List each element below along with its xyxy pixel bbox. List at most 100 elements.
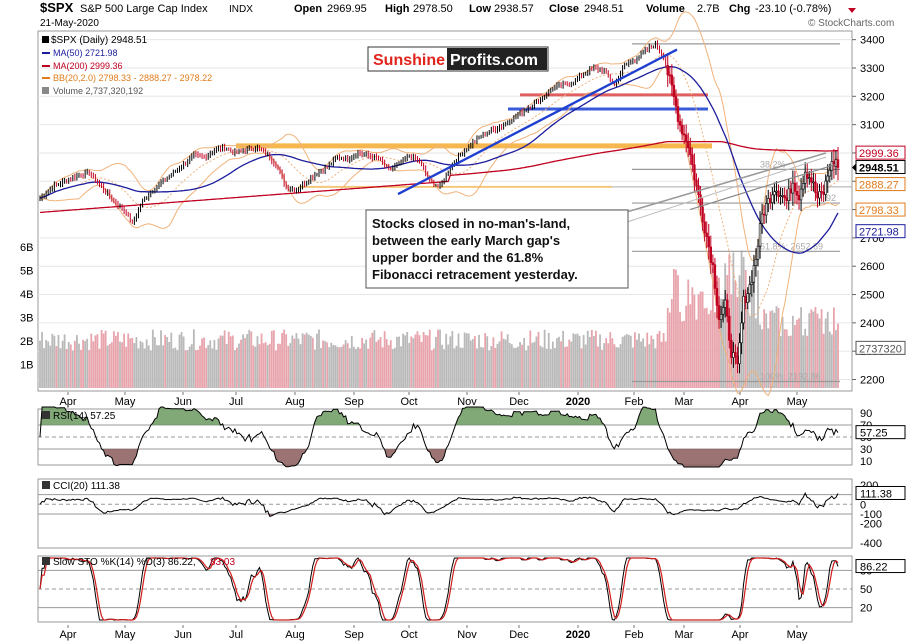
price-candle [715, 288, 719, 306]
volume-bar [180, 332, 183, 388]
last-value-labels: 2999.36 2948.51 2888.27 2798.33 2721.98 27373… [852, 145, 906, 355]
price-candle [758, 223, 762, 247]
volume-bar [367, 348, 370, 388]
volume-bar [322, 340, 324, 388]
volume-bar [426, 335, 429, 388]
volume-bar [703, 308, 706, 388]
volume-bar [233, 350, 236, 388]
volume-bar [398, 336, 400, 388]
volume-bar [67, 341, 70, 388]
watermark-part1: Sunshine [373, 52, 445, 69]
volume-bar [521, 344, 523, 388]
volume-bar [90, 333, 93, 388]
price-candle [689, 147, 692, 156]
indicator-value: 57.25 [860, 428, 888, 440]
value-label-box [855, 340, 906, 355]
volume-bar [197, 349, 199, 388]
volume-bar [662, 332, 665, 388]
price-candle [676, 106, 680, 122]
volume-bar [158, 345, 160, 388]
volume-bar [666, 307, 669, 388]
volume-bar [734, 281, 737, 388]
volume-bar [802, 335, 805, 388]
volume-bar [190, 344, 193, 388]
volume-bar [256, 336, 259, 388]
volume-bar [41, 332, 43, 388]
price-candle [767, 198, 770, 204]
volume-bar [578, 335, 581, 388]
volume-bar [182, 336, 185, 388]
price-candle [789, 188, 793, 194]
volume-bar [217, 338, 220, 388]
legend-item: MA(200) 2999.36 [53, 61, 123, 71]
cci-indicator [38, 492, 852, 518]
volume-bar [691, 287, 694, 388]
price-tick-label: 3100 [860, 120, 884, 132]
price-candle [818, 191, 821, 199]
volume-bar [531, 342, 534, 388]
legend-swatch [42, 36, 49, 43]
volume-bar [80, 349, 82, 388]
high-label: High [385, 3, 410, 15]
volume-bar [238, 343, 240, 388]
volume-bar [457, 333, 460, 388]
volume-bar [439, 329, 441, 388]
panel-swatch [42, 481, 50, 489]
volume-bar [455, 345, 458, 388]
volume-bar [133, 343, 136, 388]
volume-bar [49, 345, 52, 388]
volume-bar [94, 335, 97, 388]
volume-bar [781, 316, 784, 388]
volume-bar [301, 333, 304, 388]
volume-bar [277, 343, 279, 388]
price-candle [672, 84, 676, 97]
volume-bar [714, 312, 716, 388]
volume-bar [592, 336, 595, 388]
volume-bar [763, 309, 766, 388]
volume-bar [266, 345, 269, 388]
month-label: Apr [731, 396, 748, 408]
volume-bar [541, 347, 544, 388]
volume-bar [55, 346, 58, 388]
volume-bar [147, 345, 150, 388]
volume-bar [615, 347, 618, 388]
annotation-text: Stocks closed in no-man's-land, between t… [372, 216, 578, 282]
volume-bar [61, 340, 64, 388]
volume-bar [656, 333, 659, 388]
volume-bar [687, 279, 690, 388]
price-candle [717, 305, 721, 320]
volume-bar [465, 333, 468, 388]
volume-bar [125, 346, 128, 388]
indicator-signal-line [39, 557, 839, 621]
volume-bar [750, 294, 753, 388]
price-candle [824, 180, 827, 195]
cci-title: CCI(20) 111.38 [53, 481, 120, 492]
indicator-line [39, 406, 839, 468]
volume-bar [63, 334, 66, 388]
value-label: 2999.36 [859, 148, 899, 160]
volume-bar [779, 336, 782, 388]
volume-bar [621, 336, 624, 388]
volume-bar [375, 341, 378, 388]
volume-bar [272, 330, 275, 388]
price-candle [668, 74, 671, 77]
price-candle [736, 355, 739, 365]
volume-label: Volume [646, 3, 685, 15]
volume-bar [619, 344, 622, 388]
fibonacci-label: 38.2% [760, 159, 786, 169]
volume-tick-label: 3B [20, 313, 33, 325]
volume-bar [326, 342, 329, 388]
price-candle [693, 164, 696, 181]
volume-bar [529, 330, 532, 388]
volume-bar [225, 343, 228, 388]
volume-bar [244, 338, 247, 388]
volume-bar [186, 350, 189, 388]
month-label: 2020 [566, 396, 590, 408]
volume-bar [295, 333, 298, 388]
indicator-axes: 907050301057.252001000-100-200-400111.38… [855, 408, 906, 615]
volume-tick-label: 5B [20, 266, 33, 278]
volume-bar [595, 330, 597, 388]
volume-bar [104, 330, 107, 388]
month-label: Mar [675, 396, 694, 408]
volume-bar [287, 345, 290, 388]
